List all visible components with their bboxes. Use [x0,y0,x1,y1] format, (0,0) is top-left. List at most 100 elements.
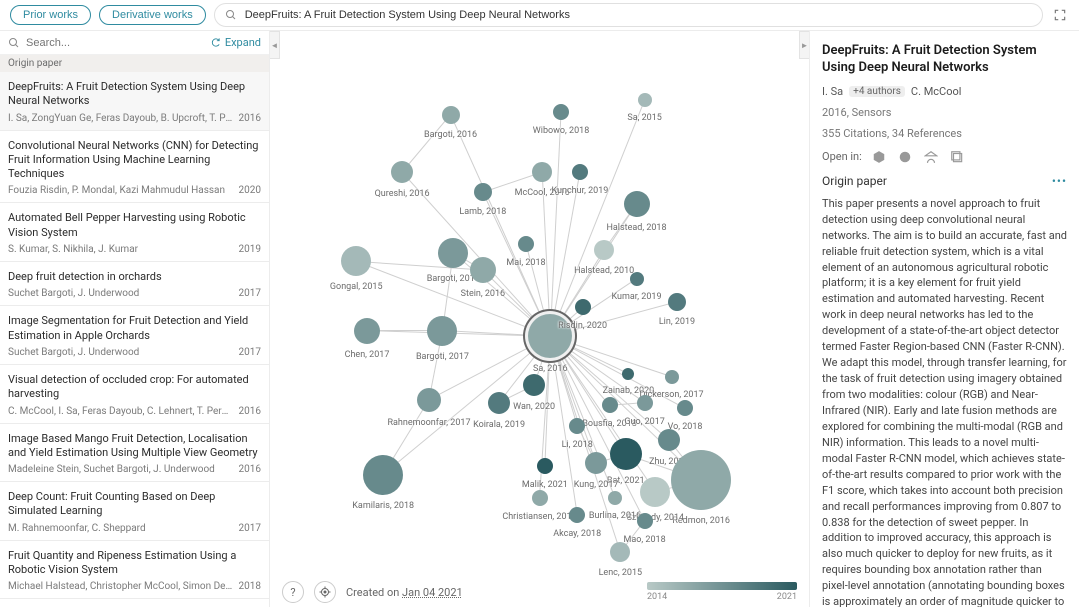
author-first[interactable]: I. Sa [822,85,843,98]
graph-node[interactable] [637,395,653,411]
paper-item[interactable]: Image Segmentation for Fruit Detection a… [0,306,269,365]
graph-node[interactable] [474,183,492,201]
paper-item-year: 2019 [239,244,261,255]
graph-node[interactable] [553,104,569,120]
prior-works-button[interactable]: Prior works [10,5,91,25]
right-panel: DeepFruits: A Fruit Detection System Usi… [809,31,1079,607]
paper-item-title: Deep fruit detection in orchards [8,270,261,284]
graph-node-label: Kunchur, 2019 [551,186,608,196]
graph-node[interactable] [391,161,413,183]
graph-node[interactable] [594,240,614,260]
paper-item[interactable]: DeepFruits: A Fruit Detection System Usi… [0,72,269,131]
paper-item-year: 2016 [239,113,261,124]
graph-node[interactable] [610,438,642,470]
paper-item-authors: M. Rahnemoonfar, C. Sheppard [8,523,239,534]
graph-node-label: Halstead, 2010 [574,266,634,276]
paper-item[interactable]: Deep fruit detection in orchards Suchet B… [0,262,269,306]
graph-node[interactable] [630,272,644,286]
graph-node[interactable] [417,388,441,412]
collapse-left-button[interactable]: ◄ [270,31,280,59]
graph-node[interactable] [488,392,510,414]
graph-node[interactable] [363,455,403,495]
semantic-scholar-icon[interactable] [870,148,888,166]
graph-node[interactable] [572,164,588,180]
help-button[interactable]: ? [282,581,304,603]
expand-label: Expand [225,36,261,49]
section-header: Origin paper [0,55,269,72]
graph-node[interactable] [341,246,371,276]
paper-item[interactable]: Convolutional Neural Networks (CNN) for … [0,131,269,204]
graph-node[interactable] [677,400,693,416]
graph-node-label: Lin, 2019 [659,317,695,327]
graph-node[interactable] [518,236,534,252]
paper-list[interactable]: DeepFruits: A Fruit Detection System Usi… [0,72,269,607]
paper-item[interactable]: Image Based Mango Fruit Detection, Local… [0,424,269,483]
graph-node[interactable] [575,299,591,315]
graph-node-label: Risdin, 2020 [558,321,607,331]
paper-item[interactable]: Fruit Quantity and Ripeness Estimation U… [0,541,269,600]
doi-icon[interactable] [896,148,914,166]
authors-more-badge[interactable]: +4 authors [849,86,905,97]
paper-item-year: 2017 [239,347,261,358]
graph-node-label: Burlina, 2016 [589,511,641,521]
graph-node-label: Bargoti, 2016 [424,130,477,140]
paper-item[interactable]: Building Efficient Fruit Detection Model… [0,599,269,607]
graph-node[interactable] [537,458,553,474]
paper-item-year: 2017 [239,523,261,534]
refresh-icon [210,37,221,48]
graph-node[interactable] [671,450,731,510]
locate-button[interactable] [314,581,336,603]
paper-item[interactable]: Deep Count: Fruit Counting Based on Deep… [0,482,269,541]
paper-item-authors: I. Sa, ZongYuan Ge, Feras Dayoub, B. Upc… [8,113,239,124]
graph-node[interactable] [585,452,607,474]
created-label: Created on Jan 04 2021 [346,586,637,599]
derivative-works-button[interactable]: Derivative works [99,5,206,25]
publication-meta: 2016, Sensors [822,106,1067,119]
author-last[interactable]: C. McCool [911,85,962,98]
graph-node[interactable] [427,316,457,346]
authors-row: I. Sa +4 authors C. McCool [822,85,1067,98]
paper-item-authors: S. Kumar, S. Nikhila, J. Kumar [8,244,239,255]
paper-item[interactable]: Visual detection of occluded crop: For a… [0,365,269,424]
graph-panel[interactable]: ◄ ► Sa, 2016Bargoti, 2016Wibowo, 2018Sa,… [270,31,809,607]
fullscreen-icon[interactable] [1051,6,1069,24]
paper-item-title: Image Segmentation for Fruit Detection a… [8,314,261,343]
graph-node[interactable] [532,162,552,182]
more-menu-icon[interactable]: ••• [1052,174,1067,188]
paper-item-authors: Suchet Bargoti, J. Underwood [8,288,239,299]
graph-node[interactable] [622,368,634,380]
graph-node-label: Bargoti, 2017 [416,352,469,362]
graph-node[interactable] [665,370,679,384]
graph-node[interactable] [637,513,653,529]
graph-node[interactable] [569,507,585,523]
graph-node[interactable] [640,477,670,507]
graph-node[interactable] [658,429,680,451]
graph-node[interactable] [608,491,622,505]
panel-search-input[interactable] [26,37,204,49]
graph-node[interactable] [602,397,618,413]
global-search[interactable] [214,3,1043,27]
expand-button[interactable]: Expand [210,36,261,49]
graph-node-label: Christiansen, 2016 [502,512,576,522]
graph-node[interactable] [438,238,468,268]
graph-node[interactable] [624,191,650,217]
graph-node[interactable] [569,418,585,434]
graph-node[interactable] [638,93,652,107]
graph-node-label: Malik, 2021 [522,480,568,490]
graph-node[interactable] [523,374,545,396]
search-icon [8,37,20,49]
graph-node[interactable] [354,318,380,344]
graph-node[interactable] [442,106,460,124]
graph-node[interactable] [668,293,686,311]
paper-item-year: 2016 [239,464,261,475]
collapse-right-button[interactable]: ► [799,31,809,59]
paper-item-title: Convolutional Neural Networks (CNN) for … [8,139,261,182]
graph-node[interactable] [610,542,630,562]
global-search-input[interactable] [245,9,1032,21]
external-link-icon[interactable] [948,148,966,166]
graph-node[interactable] [532,490,548,506]
paper-item[interactable]: Automated Bell Pepper Harvesting using R… [0,203,269,262]
graph-node[interactable] [470,257,496,283]
google-scholar-icon[interactable] [922,148,940,166]
paper-item-authors: Madeleine Stein, Suchet Bargoti, J. Unde… [8,464,239,475]
